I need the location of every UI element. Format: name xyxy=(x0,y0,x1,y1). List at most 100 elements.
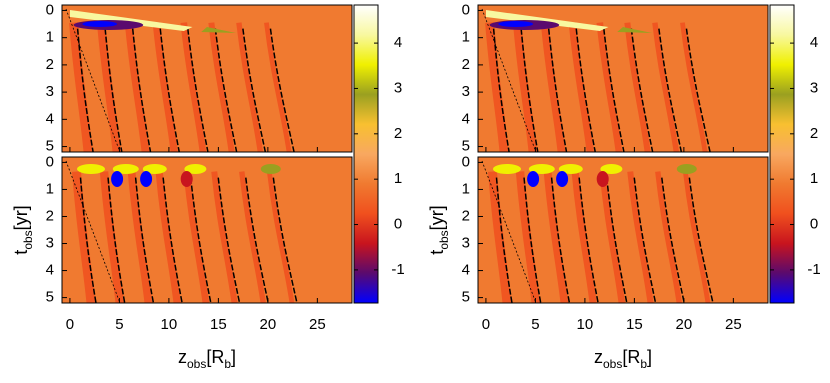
colorbar-tick-label: 3 xyxy=(810,79,818,96)
y-axis-label-part: t xyxy=(427,250,447,255)
x-tick-label: 20 xyxy=(260,316,277,333)
streak xyxy=(655,171,682,303)
contour xyxy=(131,28,152,152)
low-blob xyxy=(556,171,569,187)
heatmap-panel xyxy=(62,157,352,303)
y-tick-label: 4 xyxy=(462,262,470,279)
low-core xyxy=(82,21,118,27)
streak xyxy=(624,22,651,152)
contour xyxy=(550,177,571,303)
streak xyxy=(596,22,623,152)
colorbar-tick-label: -1 xyxy=(391,261,404,278)
contour xyxy=(523,177,542,303)
x-axis-label-part: ] xyxy=(231,347,236,367)
x-axis-label-part: [R xyxy=(206,347,224,367)
streak xyxy=(155,171,181,303)
contour xyxy=(658,28,683,152)
x-tick-label: 5 xyxy=(115,316,123,333)
y-tick-label: 2 xyxy=(462,207,470,224)
y-tick-label: 3 xyxy=(462,234,470,251)
x-axis-label-part: z xyxy=(594,347,603,367)
streak xyxy=(571,171,597,303)
streak xyxy=(180,22,207,152)
x-axis-label-part: obs xyxy=(603,357,622,371)
colorbar-tick-label: -1 xyxy=(807,261,820,278)
colorbar xyxy=(769,4,795,304)
x-axis-label-part: obs xyxy=(187,357,206,371)
y-tick-label: 3 xyxy=(462,83,470,100)
y-tick-label: 4 xyxy=(462,110,470,127)
contour xyxy=(79,177,97,303)
y-tick-label: 5 xyxy=(46,289,54,306)
contour xyxy=(107,177,126,303)
streak xyxy=(69,22,93,152)
colorbar-tick-label: 4 xyxy=(394,34,402,51)
y-tick-label: 1 xyxy=(462,29,470,46)
streak xyxy=(99,171,124,303)
contour xyxy=(242,28,267,152)
contour xyxy=(134,177,155,303)
colorbar-tick-label: 2 xyxy=(394,125,402,142)
low-blob xyxy=(596,171,609,187)
colorbar-tick-label: 0 xyxy=(394,215,402,232)
x-axis-label-part: b xyxy=(640,357,647,371)
low-core xyxy=(498,21,534,27)
low-blob xyxy=(140,171,153,187)
bright-blob xyxy=(528,164,555,174)
y-tick-label: 5 xyxy=(46,138,54,155)
y-tick-label: 5 xyxy=(462,289,470,306)
streak xyxy=(236,22,264,152)
heatmap-panel xyxy=(478,5,768,152)
contour xyxy=(104,28,123,152)
panel-frame xyxy=(61,4,353,153)
streak xyxy=(208,22,235,152)
y-axis-label-part: [yr] xyxy=(427,205,447,230)
y-tick-label: 2 xyxy=(46,56,54,73)
front xyxy=(65,8,121,152)
contour xyxy=(688,177,714,303)
streak xyxy=(96,22,121,152)
contour xyxy=(214,28,238,152)
colorbar-tick-label: 1 xyxy=(810,170,818,187)
streak xyxy=(239,171,266,303)
streak xyxy=(682,171,711,303)
y-tick-label: 3 xyxy=(46,234,54,251)
streak xyxy=(211,171,238,303)
y-tick-label: 0 xyxy=(46,1,54,18)
colorbar-tick-label: 4 xyxy=(810,34,818,51)
colorbar xyxy=(353,4,379,304)
contour xyxy=(685,28,711,152)
bright-blob xyxy=(112,164,139,174)
streak xyxy=(264,22,292,152)
x-axis-label: zobs[Rb] xyxy=(594,347,652,371)
panel-frame xyxy=(61,156,353,304)
x-tick-label: 10 xyxy=(577,316,594,333)
y-tick-label: 2 xyxy=(46,207,54,224)
x-tick-label: 15 xyxy=(626,316,643,333)
streak xyxy=(512,22,537,152)
bright-ridge xyxy=(617,27,652,33)
streak xyxy=(127,171,153,303)
bright-blob xyxy=(77,164,105,174)
front xyxy=(481,160,537,303)
heatmap-panel xyxy=(62,5,352,152)
y-axis-label-part: obs xyxy=(437,230,451,249)
y-tick-label: 1 xyxy=(462,180,470,197)
low-blob xyxy=(527,171,540,187)
contour xyxy=(492,28,510,152)
contour xyxy=(162,177,183,303)
x-tick-label: 10 xyxy=(161,316,178,333)
colorbar-tick-label: 3 xyxy=(394,79,402,96)
bright-blob xyxy=(493,164,521,174)
x-axis-label-part: b xyxy=(224,357,231,371)
streak xyxy=(485,22,509,152)
bright-blob xyxy=(600,164,623,174)
contour xyxy=(603,28,625,152)
bright-blob xyxy=(260,164,281,174)
contour xyxy=(495,177,513,303)
y-tick-label: 2 xyxy=(462,56,470,73)
y-tick-label: 0 xyxy=(462,153,470,170)
colorbar-tick-label: 0 xyxy=(810,215,818,232)
colorbar-tick-label: 1 xyxy=(394,170,402,187)
contour xyxy=(605,177,628,303)
